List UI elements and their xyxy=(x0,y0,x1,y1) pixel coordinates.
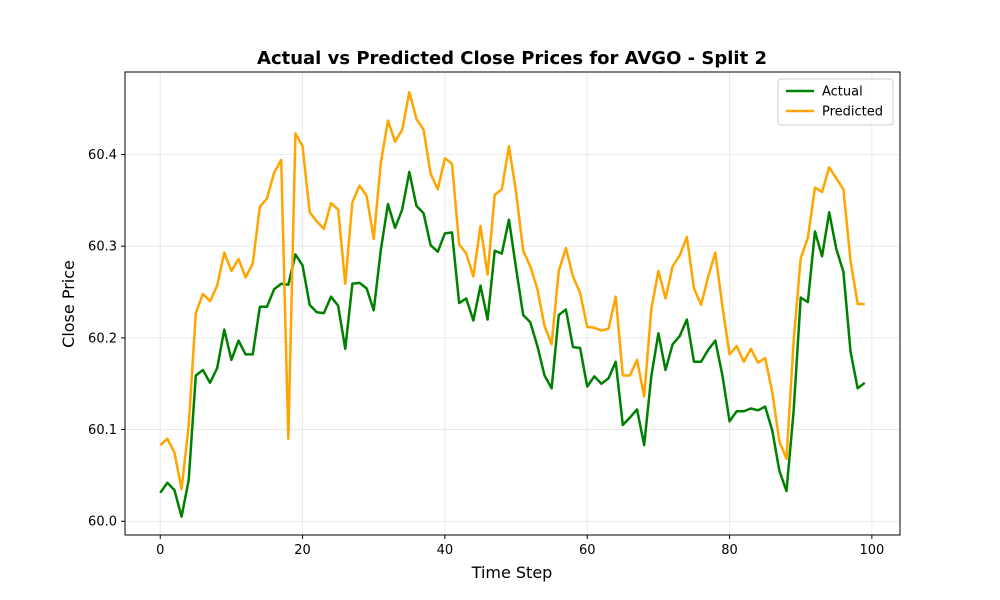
legend-label-predicted: Predicted xyxy=(822,105,883,120)
x-tick-label: 0 xyxy=(156,543,164,558)
legend-label-actual: Actual xyxy=(822,85,863,100)
x-tick-label: 100 xyxy=(859,543,884,558)
x-tick-label: 40 xyxy=(437,543,454,558)
plot-frame xyxy=(124,71,901,536)
x-tick-label: 20 xyxy=(294,543,311,558)
x-tick-label: 80 xyxy=(721,543,738,558)
series-line-predicted xyxy=(159,90,865,491)
y-tick-label: 60.0 xyxy=(88,515,117,530)
plot-lines xyxy=(159,90,866,518)
chart-title: Actual vs Predicted Close Prices for AVG… xyxy=(257,48,767,69)
series-line-actual xyxy=(159,170,866,518)
y-axis-ticks: 60.0 60.1 60.2 60.3 60.4 xyxy=(88,148,125,530)
x-axis-ticks: 0 20 40 60 80 100 xyxy=(156,535,884,558)
x-axis-label: Time Step xyxy=(471,563,553,582)
y-tick-label: 60.4 xyxy=(88,148,117,163)
legend: Actual Predicted xyxy=(777,78,894,126)
y-tick-label: 60.1 xyxy=(88,423,117,438)
y-tick-label: 60.3 xyxy=(88,240,117,255)
y-axis-label: Close Price xyxy=(59,260,78,348)
grid xyxy=(125,72,900,535)
y-tick-label: 60.2 xyxy=(88,331,117,346)
x-tick-label: 60 xyxy=(579,543,596,558)
